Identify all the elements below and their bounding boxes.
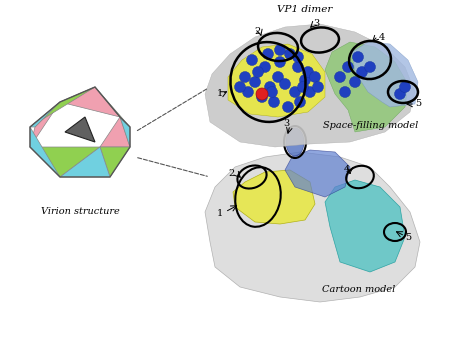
Circle shape <box>312 81 323 93</box>
Circle shape <box>294 97 306 108</box>
Polygon shape <box>352 42 418 107</box>
Circle shape <box>304 87 316 97</box>
Polygon shape <box>285 150 350 197</box>
Circle shape <box>263 49 273 59</box>
Text: 5: 5 <box>405 232 411 241</box>
Text: 2: 2 <box>255 28 261 37</box>
Circle shape <box>283 101 293 113</box>
Polygon shape <box>60 147 110 177</box>
Text: 4: 4 <box>344 165 350 174</box>
Circle shape <box>273 72 283 83</box>
Circle shape <box>298 81 309 93</box>
Text: Virion structure: Virion structure <box>41 207 119 216</box>
Circle shape <box>335 72 346 83</box>
Polygon shape <box>100 147 130 177</box>
Polygon shape <box>325 42 408 132</box>
Circle shape <box>259 62 271 72</box>
Circle shape <box>274 45 285 55</box>
Polygon shape <box>95 87 130 127</box>
Text: VP1 dimer: VP1 dimer <box>277 5 333 14</box>
Polygon shape <box>205 24 415 147</box>
Polygon shape <box>228 44 325 117</box>
Circle shape <box>264 81 275 93</box>
Circle shape <box>290 87 301 97</box>
Circle shape <box>302 67 313 77</box>
Circle shape <box>400 81 410 93</box>
Polygon shape <box>325 180 405 272</box>
Circle shape <box>353 51 364 63</box>
Circle shape <box>235 81 246 93</box>
Polygon shape <box>65 117 95 142</box>
Circle shape <box>365 62 375 72</box>
Text: 2: 2 <box>229 169 235 178</box>
Circle shape <box>300 75 310 85</box>
Polygon shape <box>120 117 130 147</box>
Circle shape <box>310 72 320 83</box>
Circle shape <box>243 87 254 97</box>
Polygon shape <box>60 87 120 117</box>
Circle shape <box>292 62 303 72</box>
Polygon shape <box>30 102 60 127</box>
Circle shape <box>256 92 267 102</box>
Text: 3: 3 <box>313 20 319 29</box>
Text: Space-filling model: Space-filling model <box>323 121 418 130</box>
Circle shape <box>253 67 264 77</box>
Circle shape <box>343 62 354 72</box>
Ellipse shape <box>286 128 304 156</box>
Text: 3: 3 <box>283 119 289 129</box>
Polygon shape <box>30 87 95 127</box>
Polygon shape <box>30 102 60 147</box>
Circle shape <box>274 56 285 67</box>
Circle shape <box>349 76 361 88</box>
Polygon shape <box>233 170 315 224</box>
Polygon shape <box>30 127 60 177</box>
Polygon shape <box>205 152 420 302</box>
Circle shape <box>249 76 261 88</box>
Circle shape <box>266 87 277 97</box>
Circle shape <box>239 72 250 83</box>
Circle shape <box>394 88 405 100</box>
Polygon shape <box>30 147 100 177</box>
Circle shape <box>292 51 303 63</box>
Circle shape <box>339 87 350 97</box>
Circle shape <box>280 79 291 89</box>
Text: 1: 1 <box>217 89 223 98</box>
Text: Cartoon model: Cartoon model <box>322 285 395 294</box>
Circle shape <box>284 49 295 59</box>
Circle shape <box>256 88 268 100</box>
Circle shape <box>356 67 367 77</box>
Circle shape <box>268 97 280 108</box>
Circle shape <box>246 55 257 66</box>
Text: 1: 1 <box>217 210 223 219</box>
Text: 4: 4 <box>379 33 385 42</box>
Polygon shape <box>100 117 130 147</box>
Text: 5: 5 <box>415 100 421 109</box>
